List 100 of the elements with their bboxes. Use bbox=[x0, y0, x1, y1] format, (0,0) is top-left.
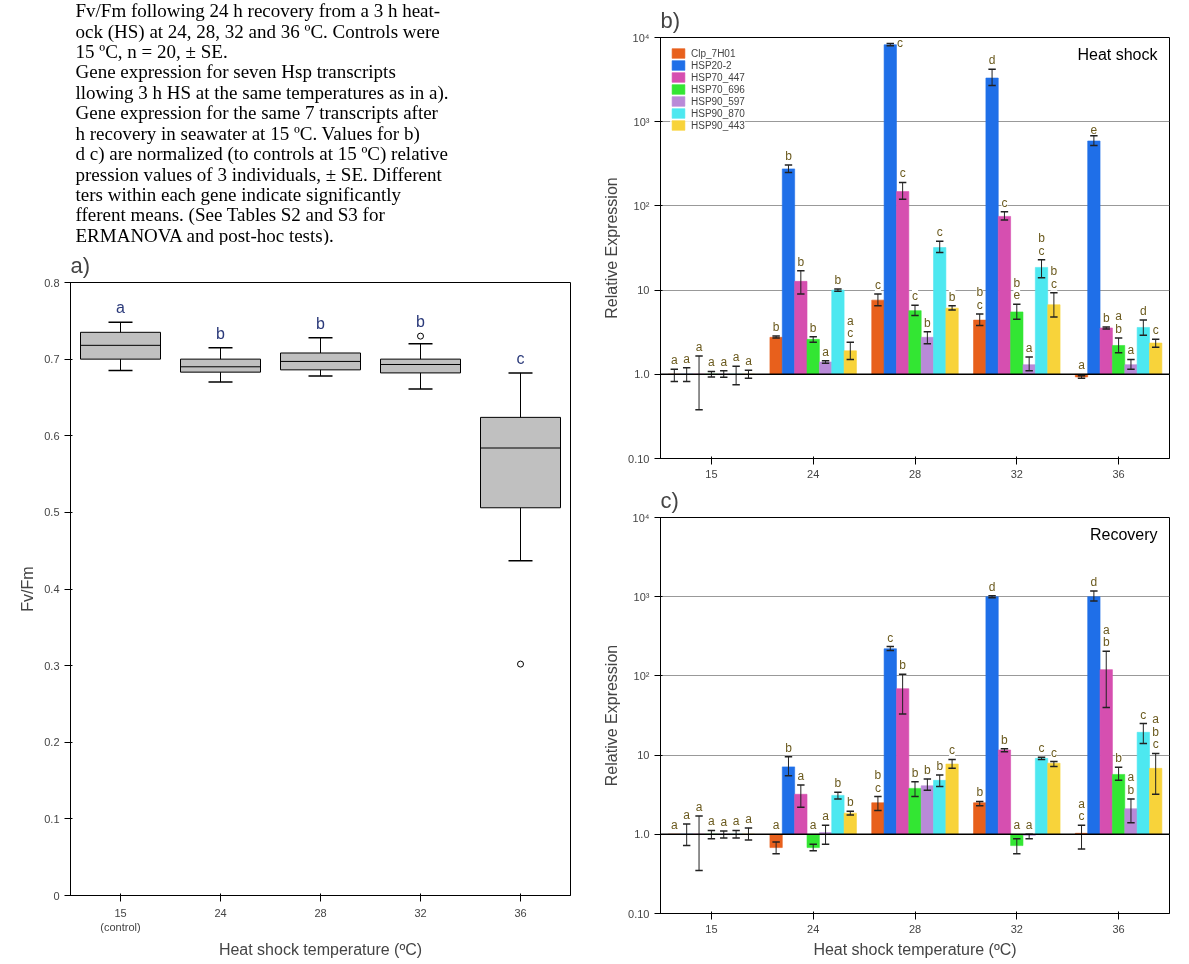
data-label: b bbox=[1001, 732, 1009, 747]
annotation: b bbox=[216, 324, 226, 342]
y-tick-label: 10 bbox=[637, 749, 650, 762]
text: d c) are normalized (to controls at 15 ºC) relative bbox=[75, 143, 449, 166]
data-label: b bbox=[1102, 310, 1110, 325]
data-label: a bbox=[797, 768, 805, 783]
y-tick-label: 0.10 bbox=[628, 452, 650, 465]
legend-label: HSP70_696 bbox=[691, 83, 745, 95]
y-tick-label: 0.8 bbox=[44, 276, 60, 289]
data-label: d bbox=[988, 53, 996, 68]
x-tick-label: 24 bbox=[214, 906, 227, 919]
data-label: a bbox=[745, 812, 753, 827]
y-tick-label: 10³ bbox=[633, 590, 650, 603]
legend-label: HSP90_443 bbox=[691, 119, 745, 131]
data-label: b bbox=[948, 289, 956, 304]
data-label: a bbox=[670, 353, 678, 368]
data-label: a b c bbox=[1152, 712, 1160, 752]
text: Fv/Fm following 24 h recovery from a 3 h heat- bbox=[75, 0, 441, 22]
x-tick-label: 24 bbox=[807, 467, 820, 480]
data-label: a bbox=[1078, 358, 1086, 373]
data-label: a bbox=[822, 809, 830, 824]
data-label: b bbox=[846, 795, 854, 810]
data-label: a bbox=[720, 815, 728, 830]
data-label: a b bbox=[1127, 770, 1135, 797]
x-tick-label: 15 bbox=[705, 922, 718, 935]
data-label: b bbox=[809, 320, 817, 335]
y-tick-label: 0.10 bbox=[628, 907, 650, 920]
x-tick-label: 28 bbox=[908, 922, 922, 935]
x-tick-label: 28 bbox=[908, 467, 922, 480]
x-tick-label: 36 bbox=[1112, 922, 1125, 935]
chart-title: c) bbox=[660, 487, 679, 513]
y-tick-label: 0.5 bbox=[44, 506, 60, 519]
data-label: b bbox=[834, 776, 842, 791]
x-tick-label: 32 bbox=[414, 906, 427, 919]
data-label: c bbox=[1140, 707, 1147, 722]
data-label: a c bbox=[846, 313, 854, 341]
text: pression values of 3 individuals, ± SE. Different bbox=[75, 163, 443, 185]
data-label: a bbox=[683, 807, 691, 822]
x-tick-label: 32 bbox=[1010, 922, 1023, 935]
data-label: c bbox=[1152, 323, 1159, 338]
data-label: a bbox=[683, 351, 691, 366]
text: fferent means. (See Tables S2 and S3 for bbox=[75, 204, 386, 227]
data-label: a bbox=[822, 344, 830, 359]
x-axis-title: Heat shock temperature (ºC) bbox=[813, 940, 1017, 958]
data-label: a bbox=[809, 818, 817, 833]
data-label: c bbox=[1050, 745, 1057, 760]
y-axis-title: Relative Expression bbox=[603, 177, 621, 319]
data-label: b bbox=[911, 765, 919, 780]
data-label: a b bbox=[1115, 309, 1123, 336]
y-tick-label: 0 bbox=[53, 889, 60, 902]
data-label: c bbox=[887, 630, 894, 645]
data-label: b bbox=[924, 762, 932, 777]
data-label: b bbox=[899, 658, 907, 673]
y-tick-label: 10 bbox=[637, 284, 650, 297]
y-axis-title: Relative Expression bbox=[603, 644, 621, 787]
data-label: b bbox=[785, 149, 793, 164]
data-label: b bbox=[936, 759, 944, 774]
data-label: c bbox=[899, 166, 906, 181]
data-label: a bbox=[708, 355, 716, 370]
data-label: c bbox=[1001, 195, 1008, 210]
data-label: c bbox=[912, 289, 918, 304]
annotation: b bbox=[416, 313, 426, 331]
data-label: a bbox=[708, 814, 716, 829]
data-label: d bbox=[1139, 304, 1147, 319]
data-label: c bbox=[936, 225, 943, 240]
text: ock (HS) at 24, 28, 32 and 36 ºC. Controls were bbox=[75, 20, 440, 43]
x-tick-label: 24 bbox=[807, 922, 820, 935]
y-tick-label: 0.4 bbox=[44, 583, 60, 595]
data-label: b c bbox=[1038, 231, 1046, 258]
text: Gene expression for seven Hsp transcripts bbox=[75, 61, 396, 83]
x-tick-label: 32 bbox=[1010, 467, 1023, 480]
data-label: b bbox=[785, 740, 793, 755]
y-tick-label: 0.6 bbox=[44, 429, 60, 442]
text: llowing 3 h HS at the same temperatures as in a). bbox=[75, 81, 449, 104]
data-label: a bbox=[695, 339, 703, 354]
data-label: a bbox=[1127, 343, 1135, 358]
data-label: b c bbox=[874, 767, 882, 795]
data-label: b bbox=[797, 254, 805, 269]
data-label: b bbox=[924, 315, 932, 330]
legend-label: Clp_7H01 bbox=[691, 47, 736, 59]
data-label: b c bbox=[976, 285, 984, 313]
data-label: d bbox=[1090, 575, 1098, 590]
x-tick-label: 36 bbox=[514, 906, 527, 919]
text: ERMANOVA and post-hoc tests). bbox=[75, 224, 334, 247]
data-label: c bbox=[874, 277, 881, 292]
data-label: a bbox=[1025, 341, 1033, 356]
data-label: a bbox=[745, 354, 753, 369]
data-label: b e bbox=[1013, 275, 1021, 303]
data-label: c bbox=[1038, 741, 1045, 756]
data-label: a bbox=[670, 818, 678, 833]
data-label: b bbox=[834, 273, 842, 288]
y-tick-label: 1.0 bbox=[634, 828, 650, 841]
data-label: e bbox=[1090, 122, 1098, 137]
x-tick-label: 28 bbox=[314, 906, 327, 919]
data-label: b bbox=[976, 785, 984, 800]
y-tick-label: 10⁴ bbox=[632, 31, 650, 44]
data-label: a b bbox=[1102, 622, 1110, 650]
annotation: c bbox=[516, 349, 525, 367]
legend-label: HSP70_447 bbox=[691, 71, 745, 83]
annotation: a bbox=[116, 299, 126, 317]
